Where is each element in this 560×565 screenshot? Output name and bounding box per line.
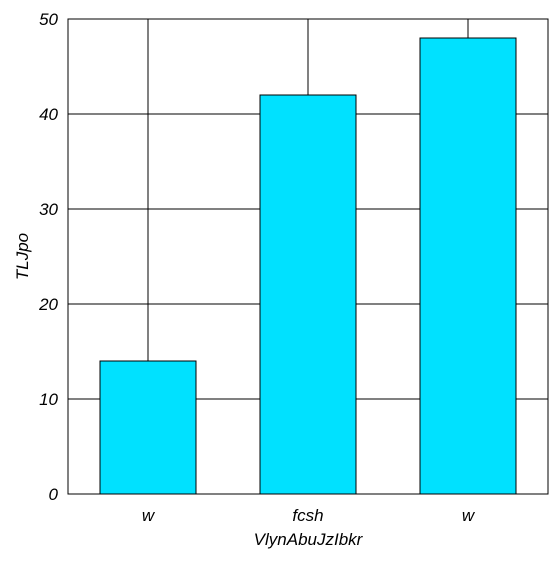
y-tick-label: 50 — [39, 10, 58, 29]
plot-frame — [67, 18, 549, 495]
y-tick-label: 40 — [39, 105, 58, 124]
bar — [99, 360, 197, 495]
y-axis-label: TLJpo — [13, 233, 32, 280]
bar — [259, 94, 357, 495]
x-tick-label: w — [462, 506, 476, 525]
y-axis-ticks: 0 10 20 30 40 50 — [38, 10, 58, 504]
x-tick-label: fcsh — [292, 506, 323, 525]
x-axis-ticks: w fcsh w — [142, 506, 476, 525]
y-tick-label: 0 — [49, 485, 59, 504]
bars — [99, 37, 517, 495]
x-tick-label: w — [142, 506, 156, 525]
bar — [419, 37, 517, 495]
x-axis-label: VlynAbuJzIbkr — [254, 530, 364, 549]
y-tick-label: 30 — [39, 200, 58, 219]
y-tick-label: 10 — [39, 390, 58, 409]
y-tick-label: 20 — [38, 295, 58, 314]
